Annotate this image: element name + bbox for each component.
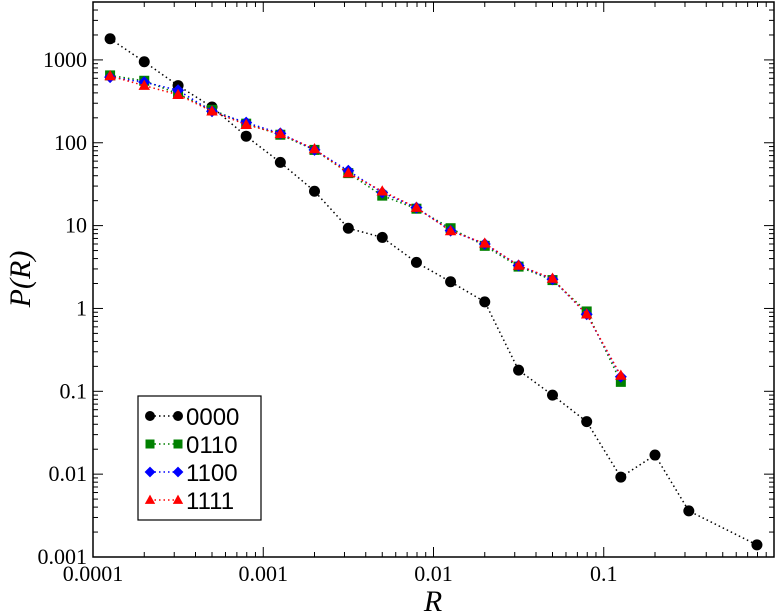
data-point [104,33,116,45]
data-point [138,56,150,68]
data-point [410,201,423,212]
data-point [308,143,321,154]
x-tick-label: 0.001 [239,561,289,586]
series-1100 [104,71,627,383]
data-point [206,105,218,116]
y-axis-title: P(R) [4,251,37,309]
data-point [479,237,491,248]
x-tick-label: 0.0001 [63,561,124,586]
data-point [240,130,252,142]
legend-label: 1100 [186,460,238,487]
series-0110 [105,70,626,387]
data-point [445,276,457,288]
data-point [309,185,321,197]
data-point [444,225,457,236]
legend-marker [172,466,184,478]
legend-marker [145,411,155,421]
legend-marker [173,411,183,421]
legend-marker [144,494,156,504]
legend-entry: 0110 [145,432,238,459]
y-tick-label: 0.01 [49,461,88,486]
legend-label: 0110 [186,432,238,459]
data-point [274,156,286,168]
data-point [512,259,525,270]
data-point [376,231,388,243]
data-point [104,69,116,81]
data-point [683,505,695,517]
y-tick-label: 1000 [43,47,87,72]
y-tick-label: 0.001 [38,544,88,569]
data-point [580,308,593,319]
data-point [649,449,661,461]
legend-label: 1111 [186,488,234,515]
data-point [546,272,559,283]
legend-marker [172,494,184,504]
y-tick-label: 1 [76,295,87,320]
series-1111 [104,69,627,380]
legend-entry: 1111 [144,488,234,515]
data-point [410,256,422,268]
y-tick-label: 0.1 [60,378,88,403]
legend-box [137,395,262,521]
series-line [109,76,622,378]
data-point [615,369,627,380]
data-point [615,471,627,483]
x-tick-label: 0.01 [414,561,453,586]
series-line [109,75,622,376]
legend-entry: 1100 [144,460,238,487]
data-point [376,185,388,196]
legend-marker [144,466,156,478]
data-point [172,88,184,99]
data-point [581,416,593,428]
legend-marker [145,439,155,449]
data-point [342,222,354,234]
x-axis-title: R [423,585,442,613]
legend-entry: 0000 [145,404,239,431]
data-point [274,127,287,139]
data-point [751,539,763,551]
data-point [138,79,151,90]
y-tick-label: 100 [54,130,87,155]
data-point [479,296,491,308]
legend-label: 0000 [186,404,239,431]
data-point [342,167,355,178]
series-layer [104,33,763,551]
data-point [513,364,525,376]
series-line [109,74,622,383]
y-tick-label: 10 [65,213,87,238]
x-tick-label: 0.1 [590,561,618,586]
data-point [240,118,252,129]
data-point [546,389,558,401]
legend-marker [173,439,183,449]
